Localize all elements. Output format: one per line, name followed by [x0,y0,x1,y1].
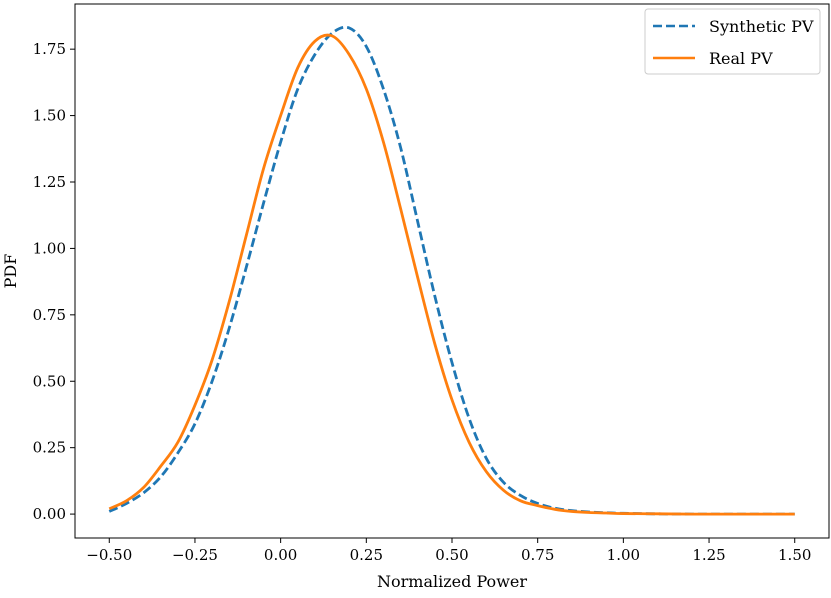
series-line-real-pv [108,33,795,516]
x-tick-label: 1.00 [607,546,640,564]
x-tick-label: −0.25 [172,546,218,564]
plot-lines [108,25,795,516]
x-axis-title: Normalized Power [377,572,527,591]
series-line-synthetic-pv [108,25,795,516]
x-tick-label: −0.50 [86,546,132,564]
y-tick-label: 1.75 [33,40,66,58]
x-tick-label: 0.75 [521,546,554,564]
y-tick-label: 0.50 [33,372,66,390]
y-axis-ticks: 0.00 0.25 0.50 0.75 1.00 1.25 1.50 1.75 [33,40,75,523]
y-tick-label: 1.00 [33,239,66,257]
legend-label-real-pv: Real PV [709,49,773,68]
legend-label-synthetic-pv: Synthetic PV [709,17,814,36]
y-axis-title: PDF [1,254,20,289]
x-tick-label: 1.25 [692,546,725,564]
x-tick-label: 0.00 [264,546,297,564]
y-tick-label: 0.75 [33,306,66,324]
y-tick-label: 1.50 [33,107,66,125]
x-tick-label: 0.50 [435,546,468,564]
y-tick-label: 1.25 [33,173,66,191]
plot-frame [74,3,830,539]
y-tick-label: 0.00 [33,505,66,523]
y-tick-label: 0.25 [33,439,66,457]
x-tick-label: 1.50 [778,546,811,564]
legend: Synthetic PV Real PV [644,8,821,75]
x-tick-label: 0.25 [350,546,383,564]
x-axis-ticks: −0.50 −0.25 0.00 0.25 0.50 0.75 1.00 1.25 1.50 [86,538,811,564]
